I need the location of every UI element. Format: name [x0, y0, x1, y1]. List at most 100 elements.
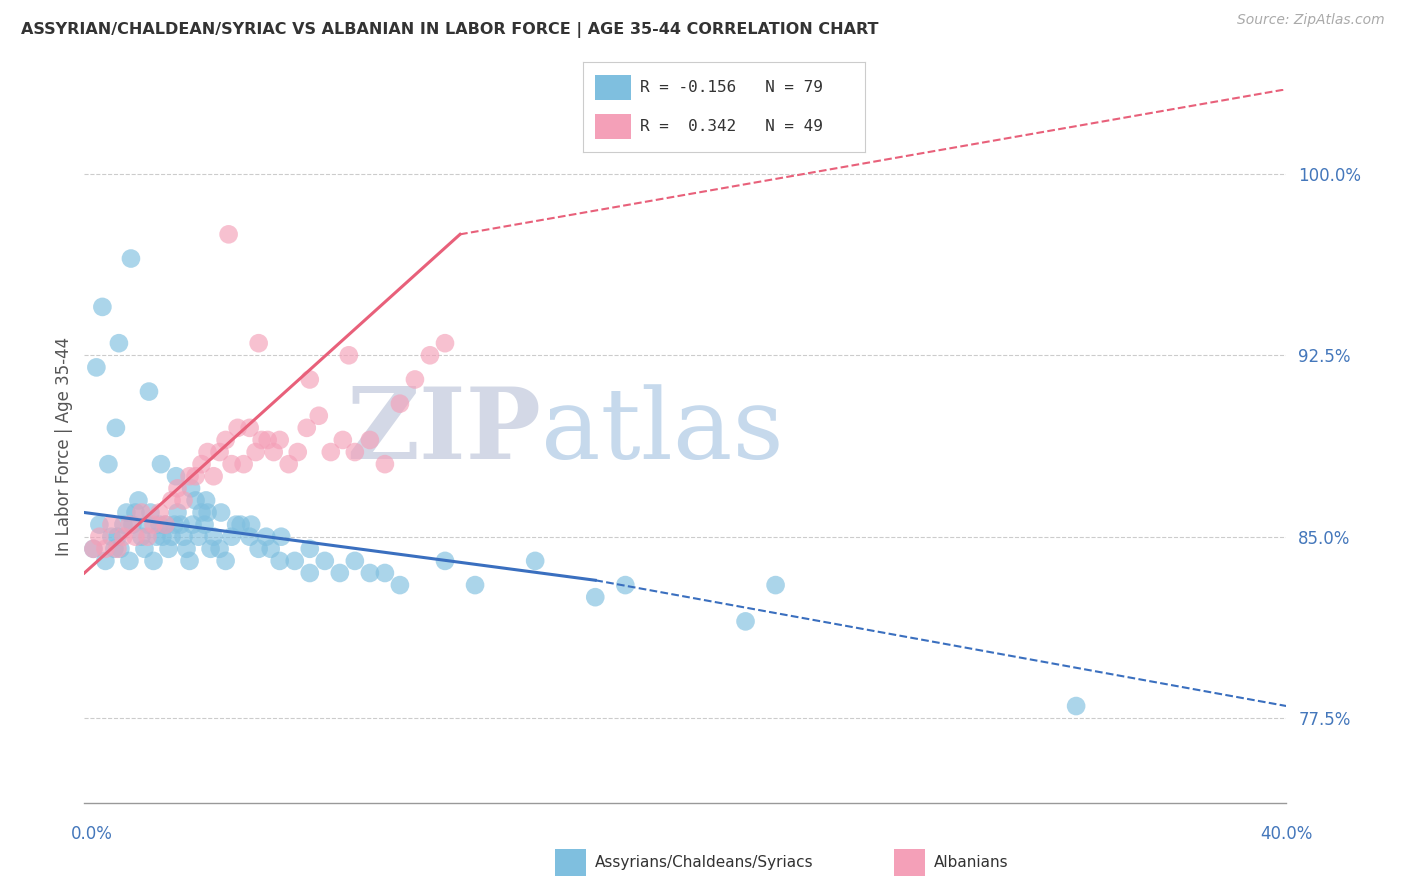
- Point: [112, 530, 135, 544]
- Point: [221, 457, 243, 471]
- Point: [374, 457, 396, 471]
- Point: [138, 384, 160, 399]
- Point: [121, 517, 143, 532]
- Point: [239, 421, 262, 435]
- Bar: [595, 75, 631, 100]
- Point: [214, 433, 236, 447]
- Point: [127, 493, 149, 508]
- Point: [94, 541, 117, 556]
- Point: [145, 530, 167, 544]
- Point: [434, 336, 457, 351]
- Point: [118, 517, 141, 532]
- Point: [388, 397, 411, 411]
- Point: [404, 372, 426, 386]
- Point: [250, 433, 273, 447]
- Point: [214, 554, 236, 568]
- Point: [202, 530, 225, 544]
- Point: [202, 469, 225, 483]
- Point: [94, 554, 117, 568]
- Point: [150, 457, 173, 471]
- Point: [277, 457, 299, 471]
- Text: ZIP: ZIP: [346, 384, 541, 480]
- Point: [229, 517, 252, 532]
- Point: [166, 506, 188, 520]
- Text: Assyrians/Chaldeans/Syriacs: Assyrians/Chaldeans/Syriacs: [595, 855, 813, 870]
- Point: [173, 530, 195, 544]
- Point: [190, 457, 212, 471]
- Point: [160, 530, 183, 544]
- Point: [209, 506, 232, 520]
- Point: [134, 541, 156, 556]
- Point: [308, 409, 330, 423]
- Point: [124, 530, 146, 544]
- Point: [124, 506, 146, 520]
- Point: [298, 566, 321, 580]
- Point: [269, 433, 291, 447]
- Point: [100, 530, 122, 544]
- Point: [173, 493, 195, 508]
- Point: [176, 541, 198, 556]
- Point: [184, 469, 207, 483]
- Point: [734, 615, 756, 629]
- Point: [260, 541, 283, 556]
- Point: [142, 554, 165, 568]
- Point: [197, 506, 219, 520]
- Text: 0.0%: 0.0%: [70, 825, 112, 843]
- Point: [247, 541, 270, 556]
- Point: [89, 530, 111, 544]
- Point: [225, 517, 247, 532]
- Point: [160, 493, 183, 508]
- Point: [226, 421, 249, 435]
- Point: [100, 517, 122, 532]
- Point: [343, 445, 366, 459]
- Point: [419, 348, 441, 362]
- Point: [298, 541, 321, 556]
- Point: [118, 554, 141, 568]
- Point: [269, 554, 291, 568]
- Point: [89, 517, 111, 532]
- Point: [157, 541, 180, 556]
- Point: [103, 541, 125, 556]
- Point: [148, 517, 170, 532]
- Text: R = -0.156   N = 79: R = -0.156 N = 79: [640, 80, 823, 95]
- Point: [240, 517, 263, 532]
- Point: [583, 590, 606, 604]
- Point: [208, 541, 231, 556]
- Point: [169, 517, 191, 532]
- Point: [263, 445, 285, 459]
- Point: [245, 445, 267, 459]
- Point: [104, 421, 127, 435]
- Point: [194, 517, 217, 532]
- Point: [765, 578, 787, 592]
- Point: [524, 554, 547, 568]
- Point: [110, 541, 132, 556]
- Point: [295, 421, 318, 435]
- Point: [270, 530, 292, 544]
- Point: [120, 252, 142, 266]
- Point: [1064, 699, 1087, 714]
- Point: [82, 541, 104, 556]
- Point: [107, 541, 129, 556]
- Point: [142, 517, 165, 532]
- Point: [180, 481, 202, 495]
- Text: 40.0%: 40.0%: [1260, 825, 1313, 843]
- Point: [359, 433, 381, 447]
- Point: [179, 469, 201, 483]
- Point: [319, 445, 342, 459]
- Point: [247, 336, 270, 351]
- Y-axis label: In Labor Force | Age 35-44: In Labor Force | Age 35-44: [55, 336, 73, 556]
- Point: [107, 530, 129, 544]
- Point: [163, 517, 186, 532]
- Point: [131, 530, 153, 544]
- Point: [614, 578, 637, 592]
- Text: atlas: atlas: [541, 384, 785, 480]
- Point: [136, 517, 159, 532]
- Point: [108, 336, 131, 351]
- Point: [298, 372, 321, 386]
- Point: [131, 506, 153, 520]
- Point: [181, 517, 204, 532]
- Point: [232, 457, 254, 471]
- Point: [179, 554, 201, 568]
- Text: R =  0.342   N = 49: R = 0.342 N = 49: [640, 120, 823, 134]
- Point: [148, 506, 170, 520]
